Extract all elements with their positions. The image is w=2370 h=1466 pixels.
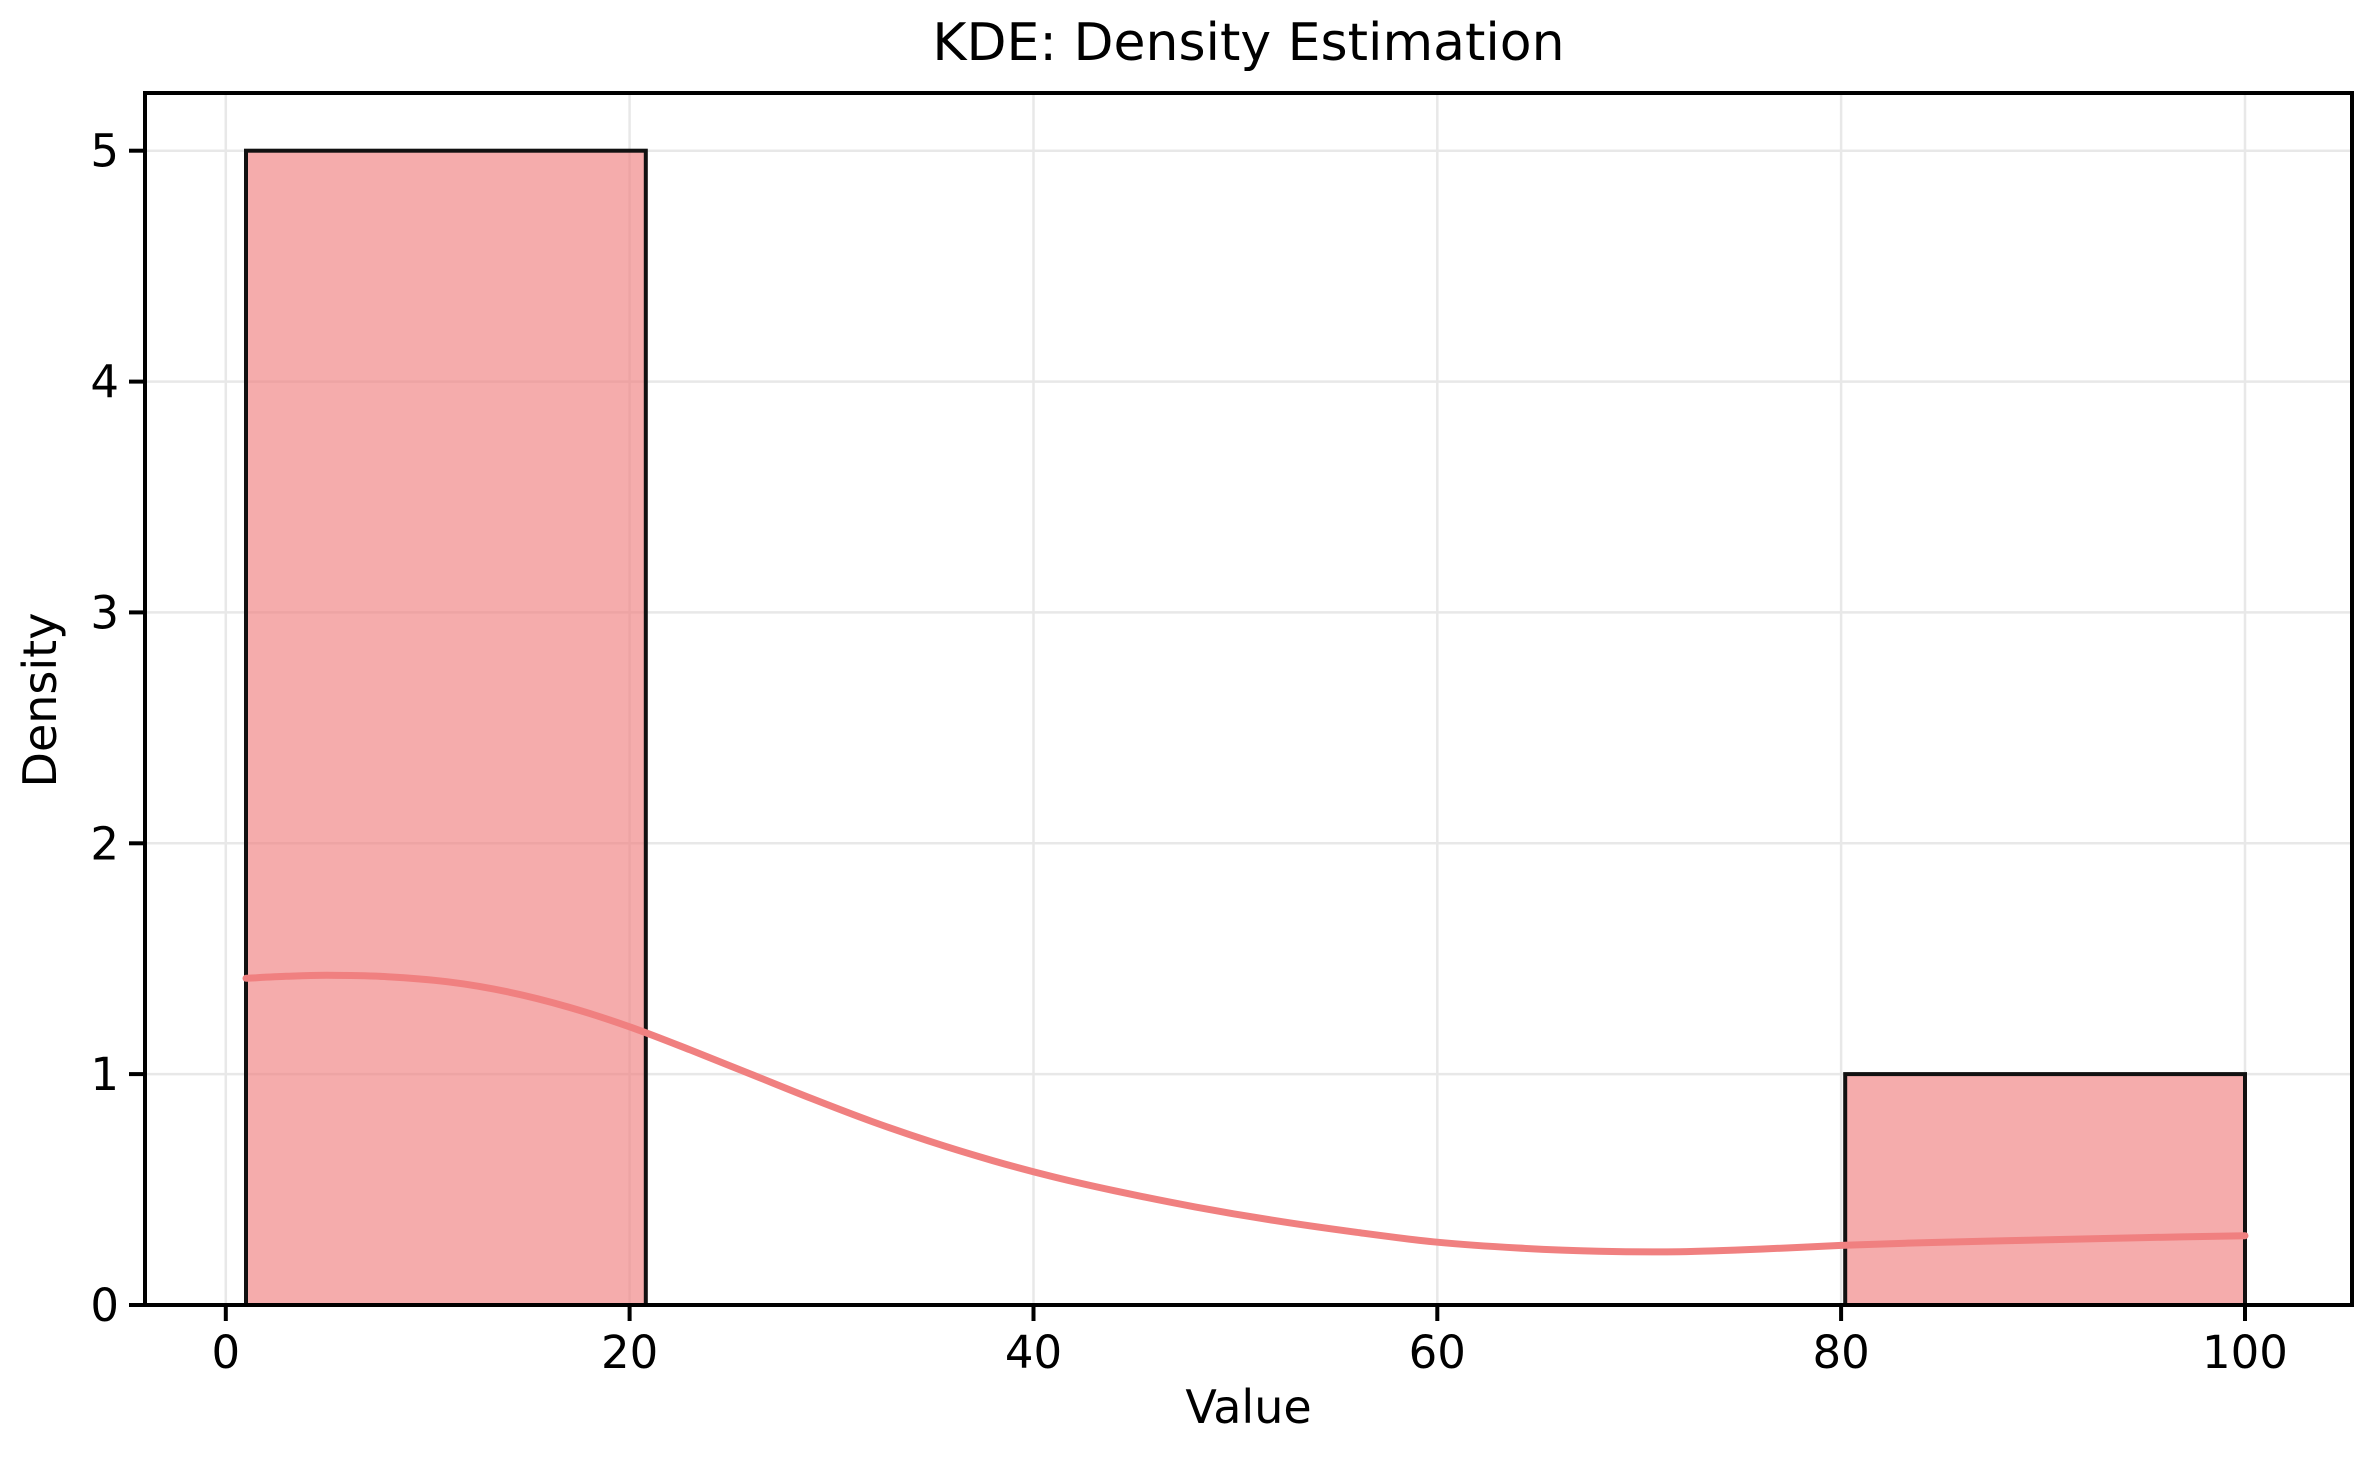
x-tick-label: 0	[211, 1326, 240, 1379]
x-tick-label: 100	[2202, 1326, 2288, 1379]
y-tick-label: 4	[90, 356, 119, 409]
axes-spines	[143, 91, 2354, 1307]
x-tick-label: 60	[1409, 1326, 1466, 1379]
y-tick-label: 5	[90, 125, 119, 178]
histogram-bar	[1843, 1072, 2247, 1307]
y-tick-label: 1	[90, 1048, 119, 1101]
kde-curve	[242, 971, 2249, 1256]
x-tick-label: 40	[1005, 1326, 1062, 1379]
x-axis-label: Value	[1185, 1380, 1312, 1434]
y-tick-label: 0	[90, 1279, 119, 1332]
y-tick-label: 2	[90, 817, 119, 870]
y-tick-label: 3	[90, 586, 119, 639]
x-tick-label: 20	[601, 1326, 658, 1379]
x-tick-label: 80	[1812, 1326, 1869, 1379]
histogram-bar	[244, 148, 648, 1308]
chart-title: KDE: Density Estimation	[932, 13, 1565, 73]
